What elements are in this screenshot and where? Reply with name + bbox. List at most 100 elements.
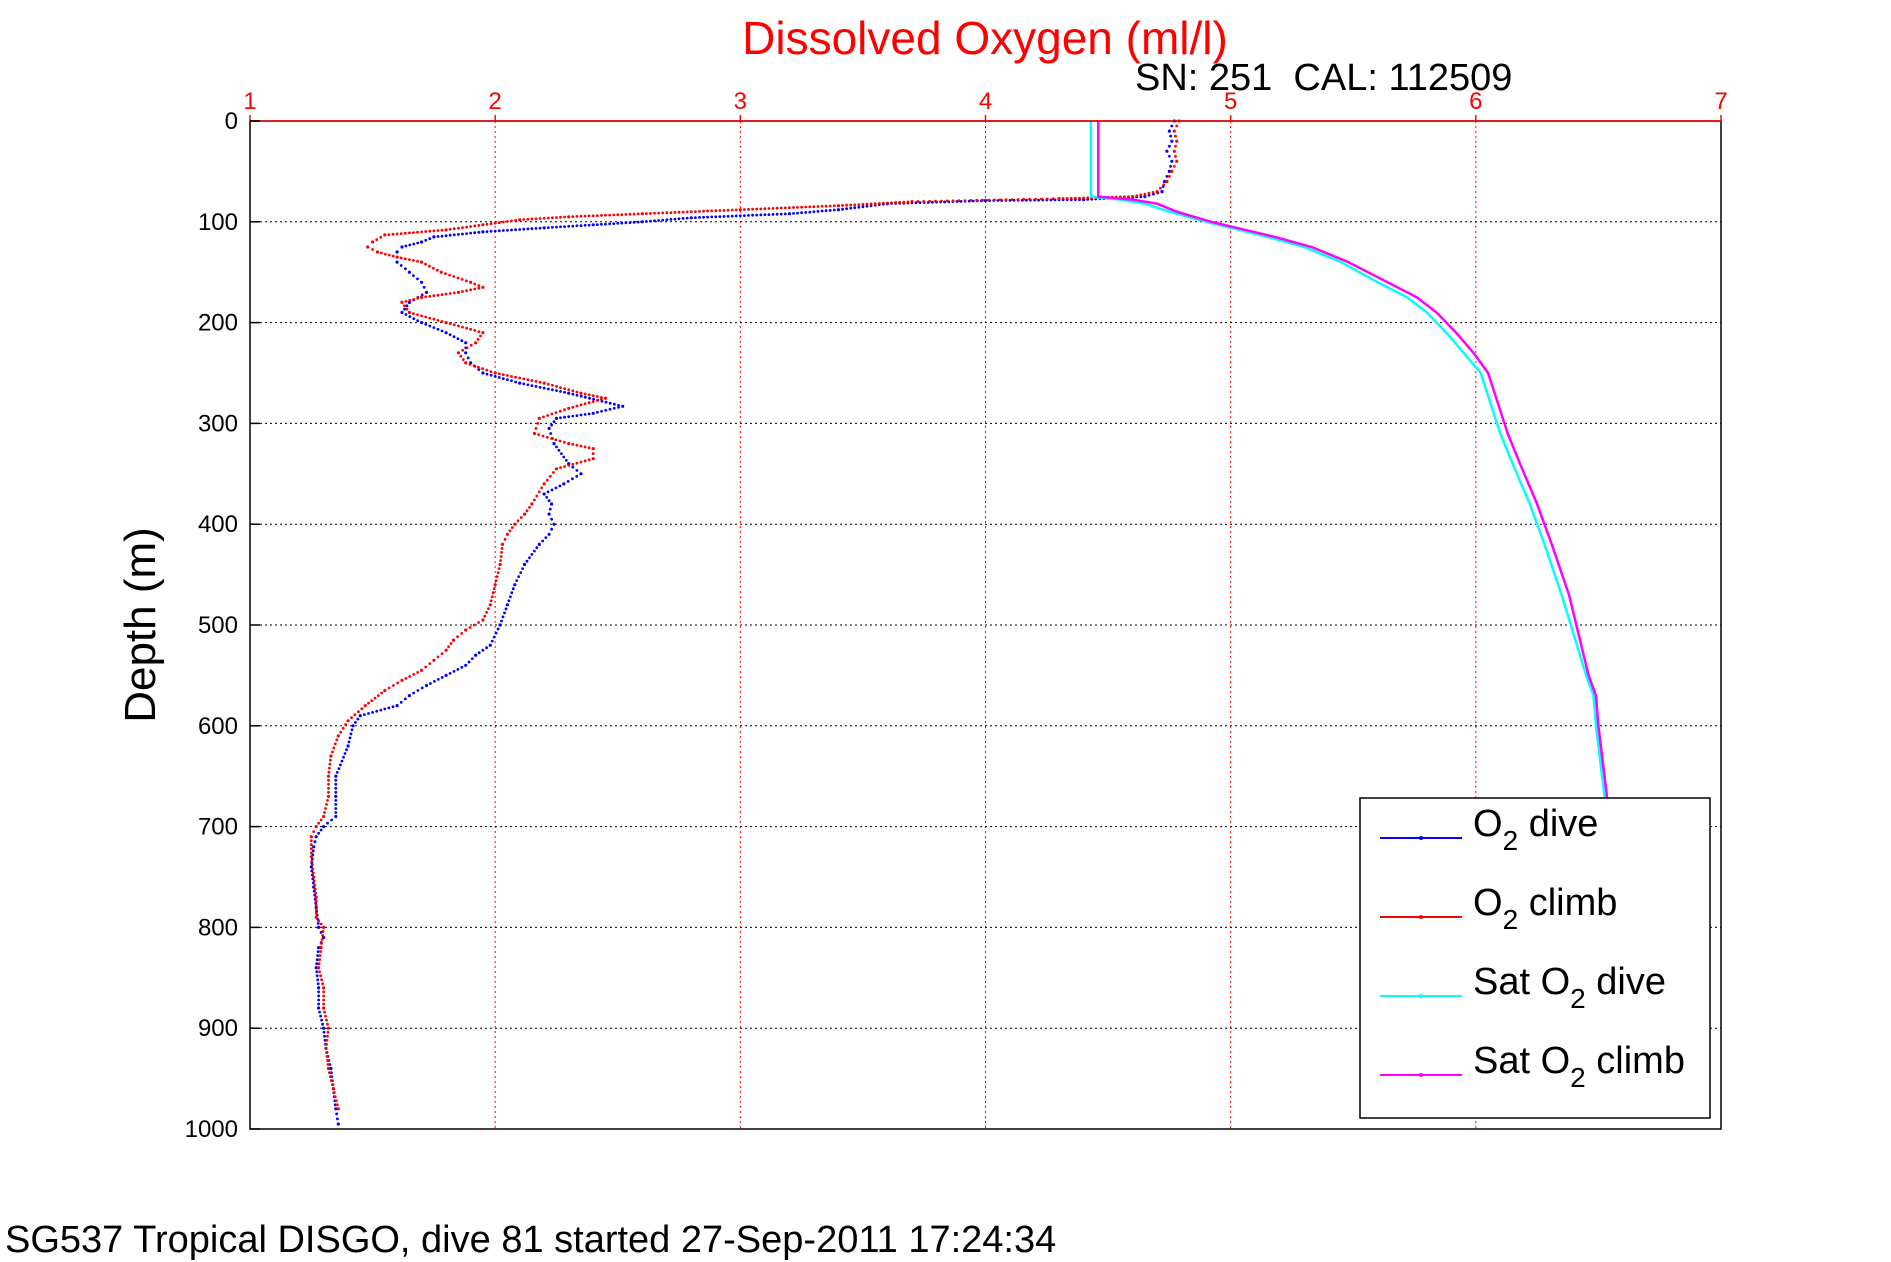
data-point [575, 404, 579, 408]
data-point [612, 213, 616, 217]
data-point [571, 477, 574, 481]
data-point [636, 212, 640, 216]
data-point [335, 1112, 338, 1116]
data-point [485, 230, 489, 234]
data-point [1061, 197, 1065, 200]
data-point [509, 595, 512, 599]
y-tick-label: 500 [198, 612, 238, 639]
data-point [432, 317, 436, 321]
data-point [416, 277, 419, 281]
data-point [604, 213, 607, 217]
data-point [1025, 198, 1028, 202]
data-point [1051, 197, 1055, 201]
data-point [316, 950, 320, 953]
data-point [1004, 198, 1008, 202]
data-point [322, 814, 326, 819]
data-point [317, 1006, 321, 1010]
data-point [315, 962, 319, 966]
data-point [460, 632, 464, 635]
data-point [461, 226, 464, 230]
data-point [504, 607, 508, 611]
data-point [314, 905, 318, 909]
data-point [616, 221, 620, 225]
data-point [407, 694, 411, 698]
data-point [869, 202, 873, 206]
data-point [420, 295, 424, 299]
data-point [560, 452, 563, 455]
data-point [440, 228, 444, 232]
data-point [466, 356, 470, 360]
data-point [331, 750, 334, 754]
data-point [501, 220, 505, 224]
data-point [316, 978, 320, 982]
data-point [1170, 139, 1174, 143]
data-point [975, 198, 979, 202]
data-point [395, 704, 399, 708]
data-point [567, 391, 571, 395]
data-point [571, 405, 575, 409]
data-point [710, 209, 714, 213]
data-point [567, 215, 571, 219]
data-point [328, 1071, 331, 1074]
data-point [546, 226, 550, 230]
data-point [775, 206, 779, 210]
data-point [387, 706, 391, 710]
data-point [738, 208, 742, 212]
data-point [493, 229, 497, 233]
data-point [370, 699, 374, 702]
series-0 [309, 119, 1176, 1126]
data-point [591, 214, 595, 218]
data-point [367, 712, 370, 715]
data-point [472, 364, 476, 368]
data-point [440, 676, 444, 679]
data-point [1143, 192, 1147, 196]
data-point [500, 551, 503, 554]
data-point [456, 290, 460, 294]
data-point [579, 394, 583, 398]
data-point [403, 231, 407, 235]
data-point [525, 509, 529, 513]
data-point [324, 1046, 328, 1050]
data-point [571, 414, 575, 418]
data-point [1169, 134, 1172, 138]
data-point [465, 225, 468, 229]
data-point [464, 351, 468, 355]
data-point [403, 257, 407, 261]
data-point [517, 575, 521, 578]
data-point [916, 200, 920, 203]
data-point [334, 786, 338, 790]
data-point [334, 1107, 338, 1111]
legend-label-part: climb [1586, 1040, 1685, 1082]
data-point [771, 213, 775, 216]
data-point [444, 331, 448, 335]
data-point [583, 445, 587, 449]
data-point [452, 233, 456, 237]
data-point [318, 1010, 321, 1014]
data-point [530, 227, 534, 231]
data-point [346, 744, 350, 748]
data-point [321, 982, 324, 986]
data-point [563, 440, 566, 444]
data-point [371, 248, 374, 251]
data-point [469, 280, 473, 284]
data-point [541, 434, 545, 438]
data-point [428, 294, 432, 298]
data-point [317, 990, 320, 994]
data-point [477, 286, 481, 290]
data-point [563, 225, 566, 229]
data-point [424, 290, 429, 294]
data-point [506, 374, 509, 377]
data-point [698, 216, 701, 219]
data-point [469, 225, 472, 228]
data-point [497, 372, 501, 376]
data-point [542, 386, 546, 390]
data-point [317, 998, 320, 1002]
data-point [558, 439, 562, 443]
data-point [579, 391, 583, 395]
data-point [508, 529, 512, 533]
data-point [571, 392, 575, 396]
data-point [600, 222, 603, 226]
data-point [608, 222, 611, 226]
data-point [624, 213, 628, 216]
